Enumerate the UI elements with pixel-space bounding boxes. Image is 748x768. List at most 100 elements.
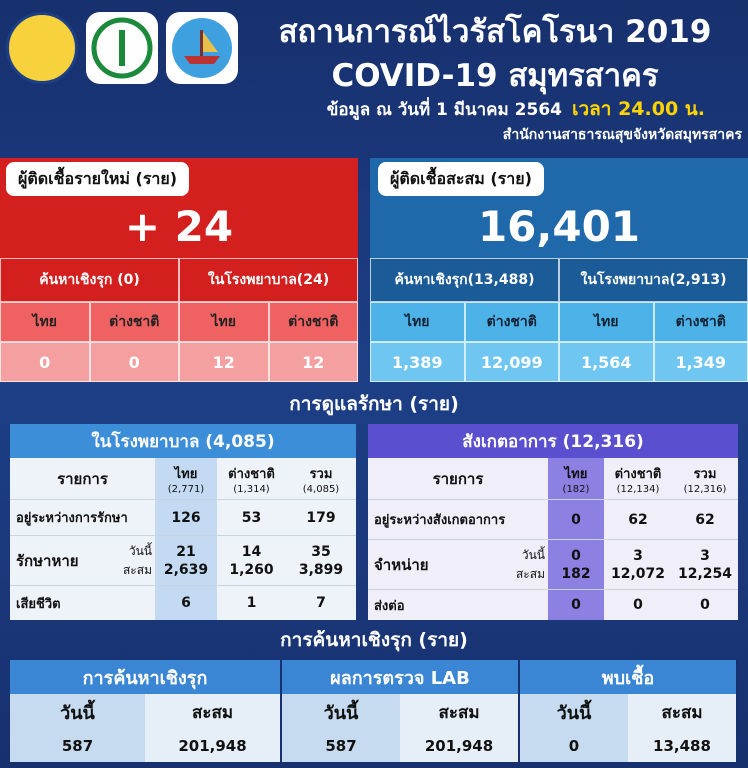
report-date: ข้อมูล ณ วันที่ 1 มีนาคม 2564 <box>326 100 562 120</box>
column-name: รวม <box>693 466 717 482</box>
today-count: 587 <box>10 730 145 762</box>
header-column: รวม (4,085) <box>286 458 356 500</box>
count: 0 <box>571 597 581 613</box>
count: 12 <box>268 342 358 382</box>
cumulative-panel: ผู้ติดเชื้อสะสม (ราย) 16,401 ค้นหาเชิงรุ… <box>370 158 748 382</box>
section-title: พบเชื้อ <box>520 660 736 694</box>
group-label: ในโรงพยาบาล(24) <box>179 258 358 302</box>
column-name: ต่างชาติ <box>228 466 275 482</box>
observation-title: สังเกตอาการ (12,316) <box>368 424 738 458</box>
cumulative-total: 16,401 <box>477 201 641 251</box>
column-sub: (1,314) <box>233 483 270 495</box>
count: 1,389 <box>370 342 465 382</box>
column-sub: (2,771) <box>167 483 205 495</box>
count: 0 <box>633 597 643 613</box>
total-count: 201,948 <box>145 730 280 762</box>
count: 3 <box>700 547 710 564</box>
column-name: ไทย <box>559 302 654 342</box>
header-column: ไทย (182) <box>548 458 604 500</box>
header-item: รายการ <box>368 458 548 500</box>
column-name: ไทย <box>370 302 465 342</box>
new-cases-values: 0 0 12 12 <box>0 342 358 382</box>
total-label: สะสม <box>145 694 280 730</box>
observation-table: สังเกตอาการ (12,316) รายการ ไทย (182) ต่า… <box>368 424 738 620</box>
header-column: รวม (12,316) <box>672 458 738 500</box>
hospital-title: ในโรงพยาบาล (4,085) <box>10 424 356 458</box>
today-label: วันนี้ <box>128 543 152 558</box>
total-count: 201,948 <box>400 730 518 762</box>
today-label: วันนี้ <box>282 694 400 730</box>
proactive-section: พบเชื้อ วันนี้ สะสม 0 13,488 <box>520 660 738 762</box>
proactive-section: ผลการตรวจ LAB วันนี้ สะสม 587 201,948 <box>282 660 520 762</box>
column-name: ต่างชาติ <box>268 302 358 342</box>
group-label: ค้นหาเชิงรุก (0) <box>0 258 179 302</box>
logo-ministry <box>86 12 158 84</box>
count: 3,899 <box>298 561 344 578</box>
count: 1,349 <box>653 342 748 382</box>
count-pair: 0 182 <box>548 540 604 590</box>
count: 0 <box>700 597 710 613</box>
total-label: สะสม <box>628 694 736 730</box>
proactive-section: การค้นหาเชิงรุก วันนี้ สะสม 587 201,948 <box>10 660 282 762</box>
title-line2: COVID-19 สมุทรสาคร <box>331 58 659 94</box>
count: 12,099 <box>464 342 559 382</box>
count: 126 <box>155 500 217 536</box>
count: 1,564 <box>559 342 654 382</box>
cumulative-groups: ค้นหาเชิงรุก(13,488) ในโรงพยาบาล(2,913) <box>370 258 748 302</box>
total-label: สะสม <box>400 694 518 730</box>
sub-labels: วันนี้ สะสม <box>105 536 155 586</box>
count: 14 <box>241 543 262 560</box>
group-label: ในโรงพยาบาล(2,913) <box>559 258 748 302</box>
header-column: ต่างชาติ (12,134) <box>604 458 672 500</box>
today-count: 587 <box>282 730 400 762</box>
column-name: ต่างชาติ <box>653 302 748 342</box>
count: 12 <box>179 342 269 382</box>
sub-labels: วันนี้ สะสม <box>498 540 548 590</box>
column-name: ไทย <box>174 466 198 482</box>
hospital-table: ในโรงพยาบาล (4,085) รายการ ไทย (2,771) ต่… <box>10 424 356 620</box>
column-sub: (12,316) <box>683 483 727 495</box>
section-title: ผลการตรวจ LAB <box>282 660 518 694</box>
row-label: จำหน่าย <box>368 540 498 590</box>
count: 7 <box>316 595 326 611</box>
agency: สำนักงานสาธารณสุขจังหวัดสมุทรสาคร <box>502 127 742 143</box>
row-label: อยู่ระหว่างสังเกตอาการ <box>368 500 548 540</box>
today-label: วันนี้ <box>10 694 145 730</box>
count: 3 <box>633 547 643 564</box>
count: 12,072 <box>610 565 666 582</box>
column-name: ไทย <box>564 466 588 482</box>
observation-grid: รายการ ไทย (182) ต่างชาติ (12,134) รวม (12,… <box>368 458 738 620</box>
count-pair: 14 1,260 <box>217 536 286 586</box>
thai-column-shade <box>155 458 217 620</box>
today-count: 0 <box>520 730 628 762</box>
row-label: ส่งต่อ <box>374 598 405 614</box>
count-pair: 3 12,254 <box>672 540 738 590</box>
count: 182 <box>561 565 591 582</box>
header-column: ต่างชาติ (1,314) <box>217 458 286 500</box>
column-name: ต่างชาติ <box>614 466 662 482</box>
count: 53 <box>217 500 286 536</box>
care-title: การดูแลรักษา (ราย) <box>289 393 459 415</box>
column-sub: (4,085) <box>302 483 340 495</box>
count: 62 <box>672 500 738 540</box>
cumulative-label: ผู้ติดเชื้อสะสม (ราย) <box>378 162 544 196</box>
count-pair: 35 3,899 <box>286 536 356 586</box>
count: 0 <box>548 500 604 540</box>
count: 1,260 <box>229 561 274 578</box>
count: 35 <box>311 543 331 560</box>
count: 6 <box>181 595 191 611</box>
cumulative-values: 1,389 12,099 1,564 1,349 <box>370 342 748 382</box>
column-name: ไทย <box>0 302 90 342</box>
group-label: ค้นหาเชิงรุก(13,488) <box>370 258 559 302</box>
total-count: 13,488 <box>628 730 736 762</box>
count-pair: 21 2,639 <box>155 536 217 586</box>
header-item: รายการ <box>10 458 155 500</box>
column-name: ต่างชาติ <box>89 302 179 342</box>
count: 21 <box>176 543 196 560</box>
row-label: อยู่ระหว่างการรักษา <box>10 500 155 536</box>
header-column: ไทย (2,771) <box>155 458 217 500</box>
new-cases-label: ผู้ติดเชื้อรายใหม่ (ราย) <box>6 162 190 196</box>
cumulative-columns: ไทย ต่างชาติ ไทย ต่างชาติ <box>370 302 748 342</box>
logo-samut-sakhon <box>166 12 238 84</box>
